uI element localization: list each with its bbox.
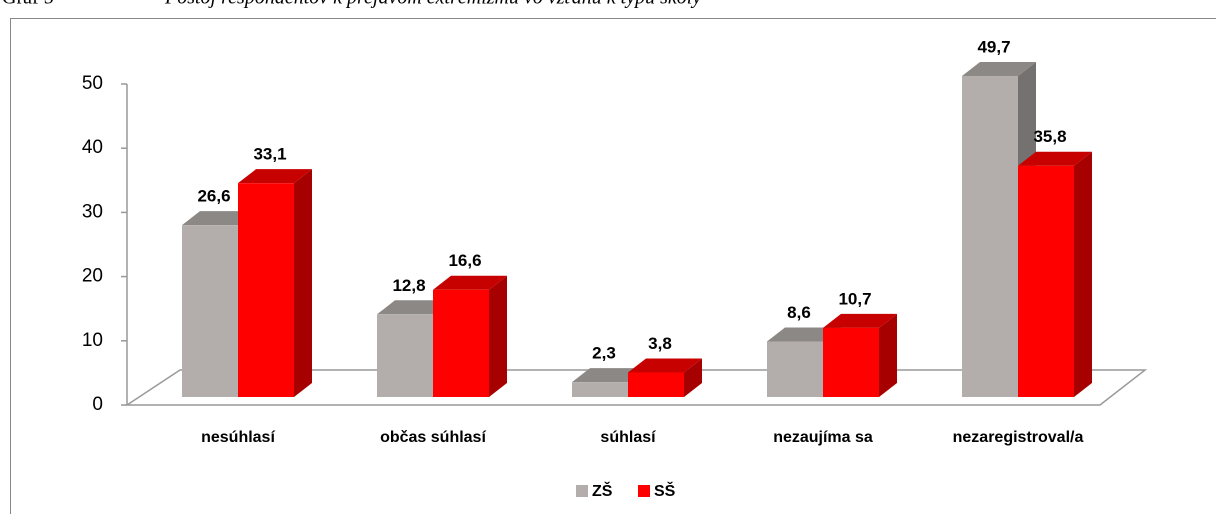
bar-top: [962, 61, 1036, 76]
bar-top: [572, 368, 646, 383]
y-tick-label: 20: [82, 266, 103, 287]
x-tick-label: občas súhlasí: [380, 429, 486, 446]
x-tick-label: súhlasí: [600, 429, 656, 446]
data-label: 16,6: [448, 251, 481, 270]
bar: [182, 225, 238, 397]
data-label: 8,6: [787, 303, 811, 322]
y-tick-label: 50: [82, 73, 103, 94]
y-tick-label: 40: [82, 137, 103, 158]
bar: [962, 75, 1018, 398]
y-tick-label: 10: [82, 330, 103, 351]
bar: [823, 327, 879, 397]
bar: [572, 382, 628, 397]
data-label: 35,8: [1033, 127, 1066, 146]
bar-top: [1018, 151, 1092, 166]
bar-top: [238, 169, 312, 184]
bar-top: [433, 275, 507, 290]
data-label: 49,7: [977, 37, 1010, 56]
bar-side: [684, 358, 702, 397]
legend-swatch: [576, 485, 588, 497]
bar-top: [182, 211, 256, 226]
bar-side: [1074, 151, 1092, 397]
bar-top: [628, 358, 702, 373]
data-label: 3,8: [648, 334, 672, 353]
bar: [628, 372, 684, 397]
x-tick-label: nesúhlasí: [201, 429, 275, 446]
legend-label: SŠ: [654, 481, 676, 500]
bar: [238, 183, 294, 397]
bar-top: [377, 300, 451, 315]
data-label: 2,3: [592, 344, 616, 363]
chart-title: Postoj respondentov k prejavom extrémizm…: [164, 0, 701, 9]
y-tick-label: 30: [82, 201, 103, 222]
bar-side: [879, 313, 897, 397]
bar: [377, 314, 433, 397]
y-tick-label: 0: [92, 394, 103, 415]
x-tick-label: nezaregistroval/a: [953, 429, 1084, 446]
data-label: 12,8: [392, 276, 425, 295]
x-tick-label: nezaujíma sa: [773, 429, 873, 446]
legend-swatch: [638, 485, 650, 497]
chart-label: Graf 5: [2, 0, 54, 9]
legend-label: ZŠ: [592, 481, 613, 500]
data-label: 33,1: [253, 145, 286, 164]
bar-side: [294, 169, 312, 397]
data-label: 10,7: [838, 289, 871, 308]
data-label: 26,6: [197, 187, 230, 206]
bar-top: [767, 327, 841, 342]
bar-side: [489, 275, 507, 397]
bar: [1018, 165, 1074, 397]
bar: [767, 341, 823, 397]
bar-top: [823, 313, 897, 328]
bar: [433, 289, 489, 397]
